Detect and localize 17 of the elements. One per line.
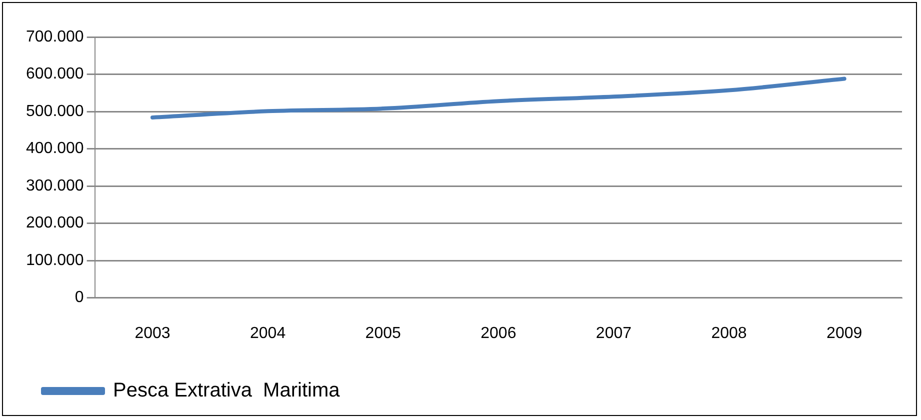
line-series	[150, 76, 846, 120]
x-tick-label: 2006	[480, 324, 516, 342]
y-tick-label: 500.000	[26, 102, 84, 120]
y-tick-label: 100.000	[26, 252, 84, 269]
y-tick-label: 700.000	[26, 28, 84, 46]
y-tick-label: 300.000	[26, 177, 84, 194]
y-tick-label: 400.000	[26, 140, 84, 158]
x-tick-label: 2004	[250, 324, 286, 342]
x-tick-label: 2003	[134, 324, 170, 342]
y-tick-label: 200.000	[26, 214, 84, 232]
x-tick-label: 2009	[826, 324, 862, 342]
x-tick-label: 2005	[365, 324, 402, 342]
y-tick-label: 600.000	[26, 66, 84, 83]
legend-label: Pesca Extrativa Maritima	[113, 380, 341, 402]
x-tick-label: 2008	[711, 324, 747, 342]
x-tick-label: 2007	[596, 324, 632, 342]
y-tick-label: 0	[74, 289, 84, 306]
